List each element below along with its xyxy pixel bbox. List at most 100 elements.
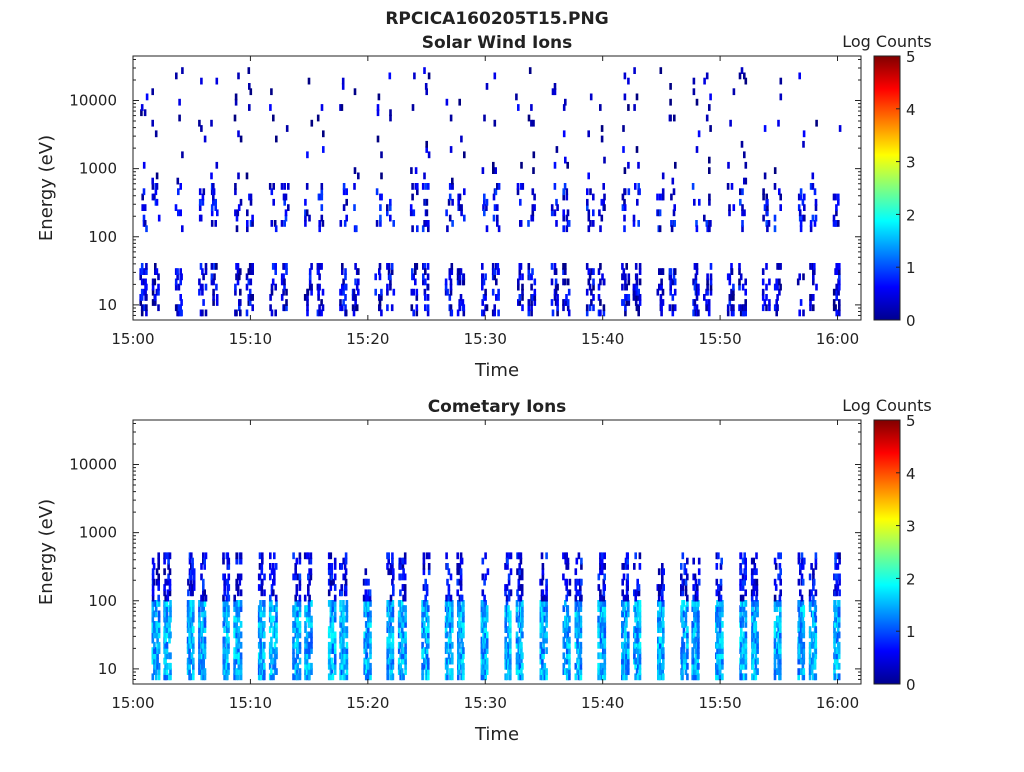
- panel-1-cell: [521, 615, 524, 623]
- panel-0-cell: [709, 288, 713, 296]
- panel-1-cell: [191, 563, 194, 570]
- panel-1-cell: [223, 615, 226, 623]
- panel-1-cell: [562, 652, 566, 660]
- panel-1-cell: [451, 605, 454, 612]
- panel-1-cell: [226, 652, 229, 660]
- panel-0-cell: [214, 204, 217, 211]
- panel-1-cell: [458, 657, 461, 665]
- panel-0-cell: [145, 225, 148, 233]
- panel-0-cell: [674, 161, 677, 169]
- panel-1-cell: [423, 600, 426, 607]
- panel-1-cell: [235, 652, 238, 660]
- panel-1-cell: [812, 673, 815, 681]
- panel-0-cell: [175, 72, 178, 80]
- panel-1-cell: [718, 657, 722, 665]
- panel-1-cell: [310, 641, 313, 649]
- panel-1-cell: [833, 636, 837, 644]
- panel-1-cell: [365, 641, 369, 649]
- panel-1-cell: [603, 573, 606, 581]
- panel-1-cell: [423, 605, 426, 612]
- panel-1-cell: [686, 647, 689, 654]
- panel-0-cell: [174, 283, 178, 291]
- panel-1-cell: [602, 589, 606, 597]
- panel-1-cell: [754, 626, 758, 633]
- panel-1-cell: [203, 673, 207, 681]
- panel-1-cell: [270, 668, 273, 675]
- panel-0-cell: [415, 309, 419, 317]
- panel-1-cell: [404, 631, 407, 639]
- panel-0-cell: [566, 299, 570, 306]
- panel-1-cell: [310, 631, 313, 639]
- panel-1-cell: [622, 573, 626, 581]
- panel-1-cell: [304, 647, 307, 654]
- panel-0-cell: [270, 88, 273, 96]
- panel-1-cell: [235, 584, 238, 591]
- panel-1-cell: [342, 641, 345, 649]
- panel-1-cell: [634, 589, 637, 597]
- panel-0-cell: [342, 283, 345, 291]
- panel-1-cell: [777, 657, 780, 665]
- panel-1-cell: [330, 568, 334, 576]
- panel-1-cell: [367, 636, 370, 644]
- panel-0-cell: [530, 283, 533, 291]
- panel-1-cell: [545, 647, 548, 654]
- panel-1-cell: [568, 673, 571, 681]
- panel-1-cell: [603, 621, 607, 628]
- panel-1-cell: [799, 636, 803, 644]
- panel-0-cell: [773, 183, 777, 190]
- panel-1-cell: [657, 652, 660, 660]
- panel-1-cell: [298, 600, 302, 607]
- panel-1-cell: [681, 578, 685, 586]
- panel-1-cell: [600, 568, 604, 576]
- panel-1-cell: [715, 552, 719, 560]
- panel-0-cell: [624, 278, 627, 286]
- panel-1-cell: [402, 557, 405, 565]
- panel-1-cell: [568, 615, 571, 623]
- panel-1-cell: [694, 605, 697, 612]
- panel-1-cell: [797, 557, 801, 565]
- panel-1-cell: [801, 578, 805, 586]
- panel-1-cell: [691, 662, 694, 670]
- panel-0-cell: [624, 309, 627, 317]
- panel-1-cell: [235, 557, 238, 565]
- panel-1-cell: [462, 621, 465, 628]
- panel-1-cell: [164, 641, 167, 649]
- panel-1-cell: [239, 573, 243, 581]
- panel-0-cell: [812, 304, 815, 312]
- panel-1-cell: [485, 605, 489, 612]
- panel-1-cell: [697, 615, 700, 623]
- panel-1-cell: [404, 652, 407, 660]
- panel-0-cell: [456, 273, 460, 281]
- panel-0-cell: [519, 263, 523, 270]
- panel-1-cell: [715, 563, 719, 570]
- panel-1-cell: [798, 621, 801, 628]
- panel-1-cell: [235, 626, 238, 633]
- panel-0-cell: [320, 104, 324, 111]
- panel-1-cell: [751, 615, 754, 623]
- panel-0-cell: [565, 193, 569, 201]
- panel-1-cell: [691, 600, 694, 607]
- panel-1-cell: [802, 641, 806, 649]
- panel-0-cell: [306, 304, 309, 312]
- panel-0-cell: [669, 98, 672, 106]
- panel-1-cell: [422, 557, 426, 565]
- panel-1-cell: [363, 657, 366, 665]
- panel-1-cell: [565, 578, 568, 586]
- panel-1-cell: [260, 563, 264, 570]
- panel-1-cell: [422, 563, 426, 570]
- panel-1-cell: [752, 589, 755, 597]
- panel-0-cell: [378, 299, 382, 306]
- panel-1-cell: [263, 589, 266, 597]
- panel-1-cell: [603, 662, 607, 670]
- panel-1-cell: [223, 578, 226, 586]
- panel-0-cell: [199, 263, 203, 270]
- panel-1-cell: [740, 626, 743, 633]
- panel-1-cell: [697, 662, 700, 670]
- panel-1-cell: [153, 626, 156, 633]
- panel-1-cell: [719, 563, 723, 570]
- panel-1-cell: [239, 552, 243, 560]
- panel-1-cell: [638, 668, 642, 675]
- panel-1-cell: [721, 621, 724, 628]
- panel-1-cell: [625, 657, 628, 665]
- panel-1-x-tick-label: 15:00: [111, 694, 154, 712]
